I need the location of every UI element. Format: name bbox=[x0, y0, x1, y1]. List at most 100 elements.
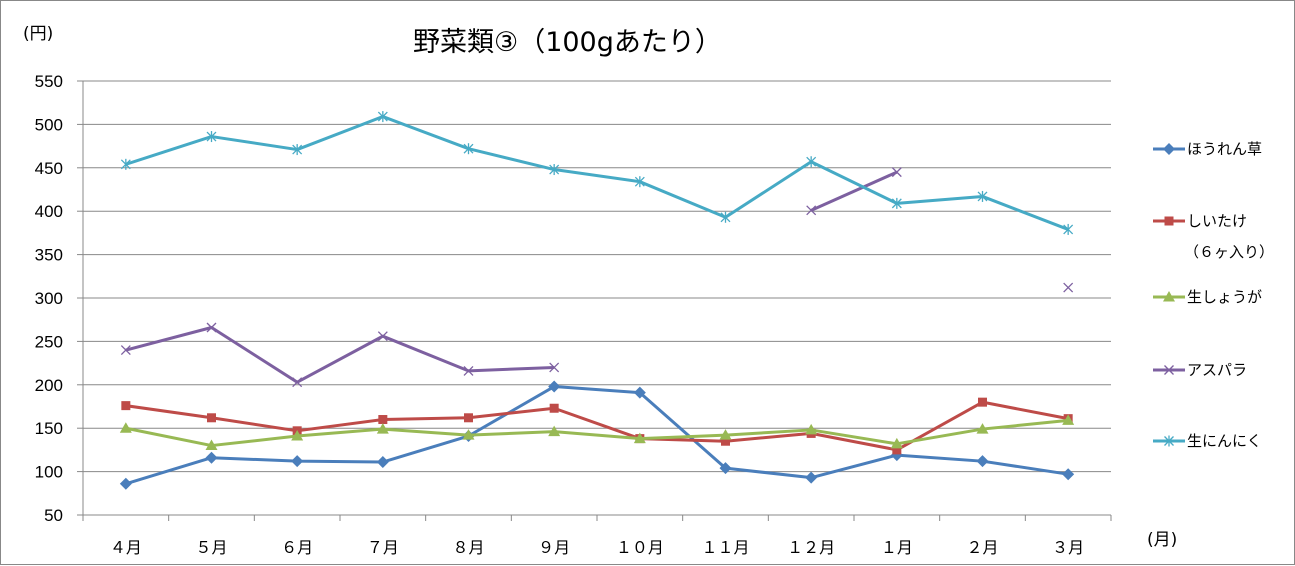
x-tick-label: ５月 bbox=[195, 538, 227, 557]
y-tick-label: 400 bbox=[35, 202, 63, 221]
x-tick-label: ２月 bbox=[966, 538, 998, 557]
y-tick-label: 250 bbox=[35, 332, 63, 351]
data-point bbox=[1063, 282, 1074, 293]
data-point bbox=[976, 455, 989, 468]
data-point bbox=[806, 205, 817, 216]
legend-item: アスパラ bbox=[1153, 361, 1247, 379]
y-tick-label: 550 bbox=[35, 72, 63, 91]
data-point bbox=[119, 422, 132, 433]
x-tick-label: ４月 bbox=[110, 538, 142, 557]
data-point bbox=[890, 437, 903, 449]
y-tick-label: 100 bbox=[35, 463, 63, 482]
data-point bbox=[721, 436, 730, 446]
data-point bbox=[206, 131, 217, 143]
series-line bbox=[125, 115, 1069, 231]
legend-label: アスパラ bbox=[1187, 361, 1247, 379]
data-point bbox=[377, 111, 388, 123]
x-tick-label: ９月 bbox=[538, 538, 570, 557]
data-point bbox=[549, 403, 559, 413]
data-point bbox=[1063, 223, 1074, 235]
data-point bbox=[464, 413, 473, 423]
data-point bbox=[548, 380, 561, 393]
data-point bbox=[719, 429, 732, 440]
data-point bbox=[378, 415, 388, 425]
data-point bbox=[978, 397, 987, 407]
data-point bbox=[892, 445, 902, 455]
data-point bbox=[720, 211, 731, 223]
legend-label: ほうれん草 bbox=[1187, 140, 1262, 158]
y-tick-label: 200 bbox=[35, 376, 63, 395]
y-tick-label: 350 bbox=[35, 246, 63, 265]
axis-layer: 50 100 150 200 250 300 350 400 450 500 550 ４月 ５月 ６月 ７月… bbox=[35, 72, 1112, 557]
data-point bbox=[291, 430, 304, 441]
data-point bbox=[633, 386, 646, 399]
legend-item: 生にんにく bbox=[1153, 432, 1262, 450]
data-point bbox=[119, 477, 132, 490]
data-point bbox=[1062, 468, 1075, 481]
data-point bbox=[805, 423, 818, 435]
legend-label: 生しょうが bbox=[1187, 288, 1262, 306]
data-point bbox=[291, 455, 304, 468]
data-point bbox=[462, 429, 475, 440]
series-line bbox=[810, 170, 898, 212]
legend-item: ほうれん草 bbox=[1153, 140, 1262, 158]
legend-label-line2: （６ヶ入り） bbox=[1184, 243, 1274, 261]
legend-label: 生にんにく bbox=[1187, 432, 1262, 450]
legend-marker bbox=[1164, 435, 1174, 447]
data-point bbox=[549, 164, 560, 176]
chart-title: 野菜類③（100gあたり） bbox=[413, 27, 722, 58]
x-tick-label: １０月 bbox=[616, 538, 664, 557]
data-point bbox=[719, 462, 732, 475]
data-point bbox=[376, 423, 389, 434]
series-line bbox=[125, 385, 1069, 486]
y-tick-label: 300 bbox=[35, 289, 63, 308]
data-point bbox=[121, 401, 131, 411]
data-point bbox=[205, 439, 218, 451]
data-point bbox=[376, 456, 389, 469]
x-axis-unit-label: (月) bbox=[1147, 530, 1177, 550]
data-point bbox=[463, 143, 474, 155]
series-4 bbox=[120, 167, 1074, 388]
series-line bbox=[125, 326, 555, 384]
x-tick-label: ３月 bbox=[1052, 538, 1084, 557]
data-point bbox=[806, 156, 817, 168]
legend-item: 生しょうが bbox=[1153, 288, 1262, 306]
y-axis-unit-label: (円) bbox=[23, 24, 53, 44]
series-layer bbox=[119, 111, 1075, 490]
x-tick-label: １２月 bbox=[787, 538, 835, 557]
x-tick-label: １月 bbox=[881, 538, 913, 557]
data-point bbox=[207, 413, 216, 423]
data-point bbox=[463, 365, 474, 376]
legend-marker bbox=[1164, 216, 1174, 226]
legend-marker bbox=[1163, 291, 1175, 302]
grid-layer bbox=[83, 80, 1111, 473]
legend-item: しいたけ （６ヶ入り） bbox=[1153, 212, 1274, 261]
data-point bbox=[891, 197, 902, 209]
data-point bbox=[548, 425, 561, 437]
x-tick-label: ６月 bbox=[281, 538, 313, 557]
legend-marker bbox=[1164, 365, 1174, 375]
series-line bbox=[125, 418, 1069, 448]
data-point bbox=[292, 144, 303, 156]
data-point bbox=[634, 176, 645, 188]
data-point bbox=[977, 190, 988, 202]
data-point bbox=[120, 158, 131, 170]
legend-label: しいたけ bbox=[1187, 212, 1247, 230]
data-point bbox=[549, 362, 560, 373]
data-point bbox=[891, 167, 902, 178]
y-tick-label: 450 bbox=[35, 159, 63, 178]
data-point bbox=[1062, 414, 1075, 425]
x-tick-label: ７月 bbox=[367, 538, 399, 557]
data-point bbox=[377, 331, 388, 342]
series-5 bbox=[120, 111, 1074, 235]
y-tick-label: 500 bbox=[35, 115, 63, 134]
y-tick-label: 150 bbox=[35, 419, 63, 438]
data-point bbox=[205, 451, 218, 464]
series-3 bbox=[119, 414, 1075, 451]
series-2 bbox=[121, 397, 1073, 455]
series-line bbox=[125, 400, 1069, 452]
data-point bbox=[976, 423, 989, 434]
